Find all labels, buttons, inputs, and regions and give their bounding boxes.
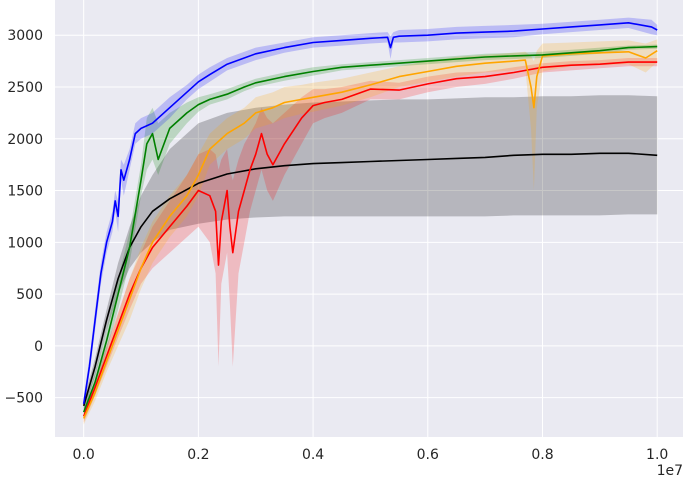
y-tick-label: 0	[34, 339, 43, 355]
y-tick-label: 3000	[7, 28, 43, 44]
y-tick-label: −500	[5, 391, 43, 407]
x-offset-label: 1e7	[657, 463, 683, 479]
series-line-1	[82, 61, 658, 417]
x-tick-label: 0.8	[531, 447, 553, 463]
grid-lines	[55, 0, 683, 437]
x-tick-label: 0.2	[187, 447, 209, 463]
y-tick-label: 2000	[7, 132, 43, 148]
y-tick-label: 2500	[7, 80, 43, 96]
y-tick-label: 1000	[7, 235, 43, 251]
y-axis-ticks: −500 0 500 1000 1500 2000 2500 3000	[5, 28, 43, 406]
series-line-3	[82, 45, 658, 413]
x-tick-label: 1.0	[646, 447, 668, 463]
y-tick-label: 500	[16, 287, 43, 303]
x-tick-label: 0.6	[417, 447, 439, 463]
x-axis-ticks: 0.0 0.2 0.4 0.6 0.8 1.0	[73, 447, 669, 463]
y-tick-label: 1500	[7, 184, 43, 200]
x-tick-label: 0.0	[73, 447, 95, 463]
series-lines	[82, 22, 658, 419]
series-line-4	[82, 22, 658, 405]
series-line-2	[82, 50, 658, 419]
series-band-2	[83, 39, 658, 425]
plot-background	[55, 0, 683, 437]
x-tick-label: 0.4	[302, 447, 324, 463]
